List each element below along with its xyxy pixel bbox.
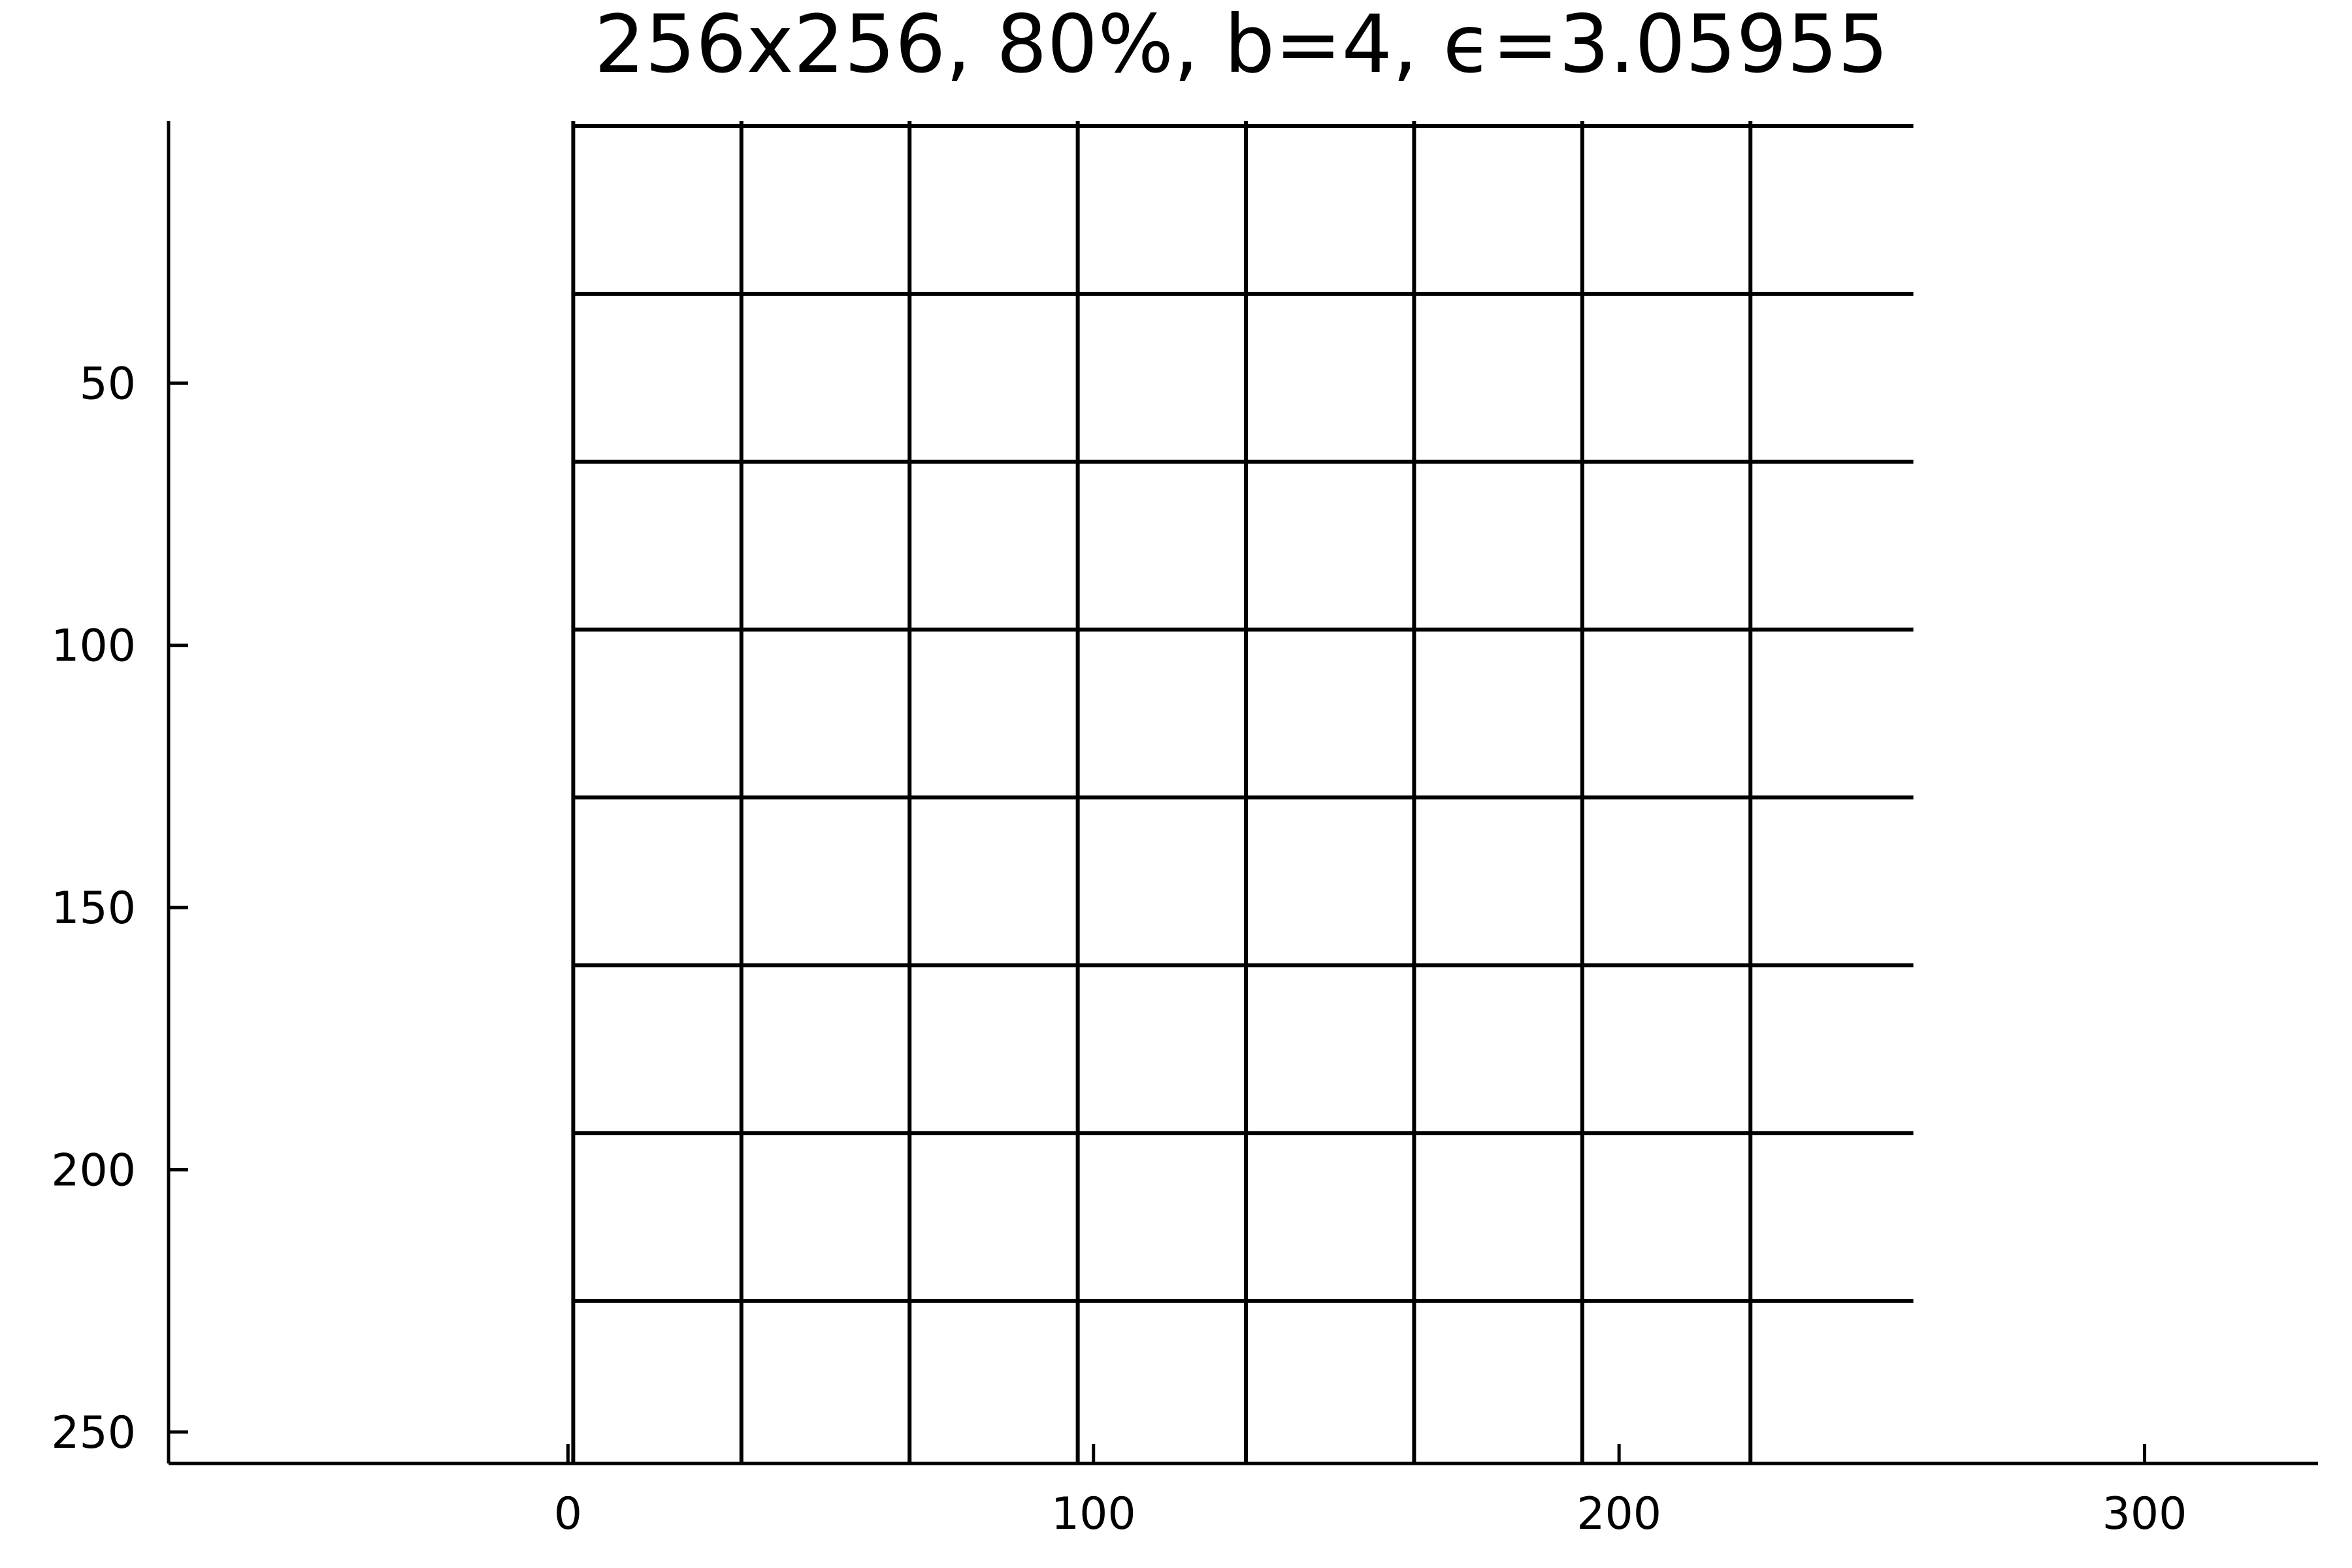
y-tick-label: 250	[51, 1407, 136, 1459]
y-tick-label: 150	[51, 883, 136, 934]
y-tick-label: 100	[51, 621, 136, 672]
y-tick-label: 50	[79, 358, 136, 410]
x-axis-ticks: 0 100 200 300	[554, 1444, 2187, 1540]
x-tick-label: 100	[1051, 1488, 1136, 1540]
y-axis-ticks: 50 100 150 200 250	[51, 358, 188, 1459]
x-tick-label: 200	[1576, 1488, 1661, 1540]
chart-title: 256x256, 80%, b=4, ϵ=3.05955	[595, 0, 1889, 91]
y-tick-label: 200	[51, 1145, 136, 1196]
x-tick-label: 300	[2102, 1488, 2187, 1540]
x-tick-label: 0	[554, 1488, 582, 1540]
grid-lines	[571, 121, 1914, 1463]
axes	[167, 121, 2318, 1465]
